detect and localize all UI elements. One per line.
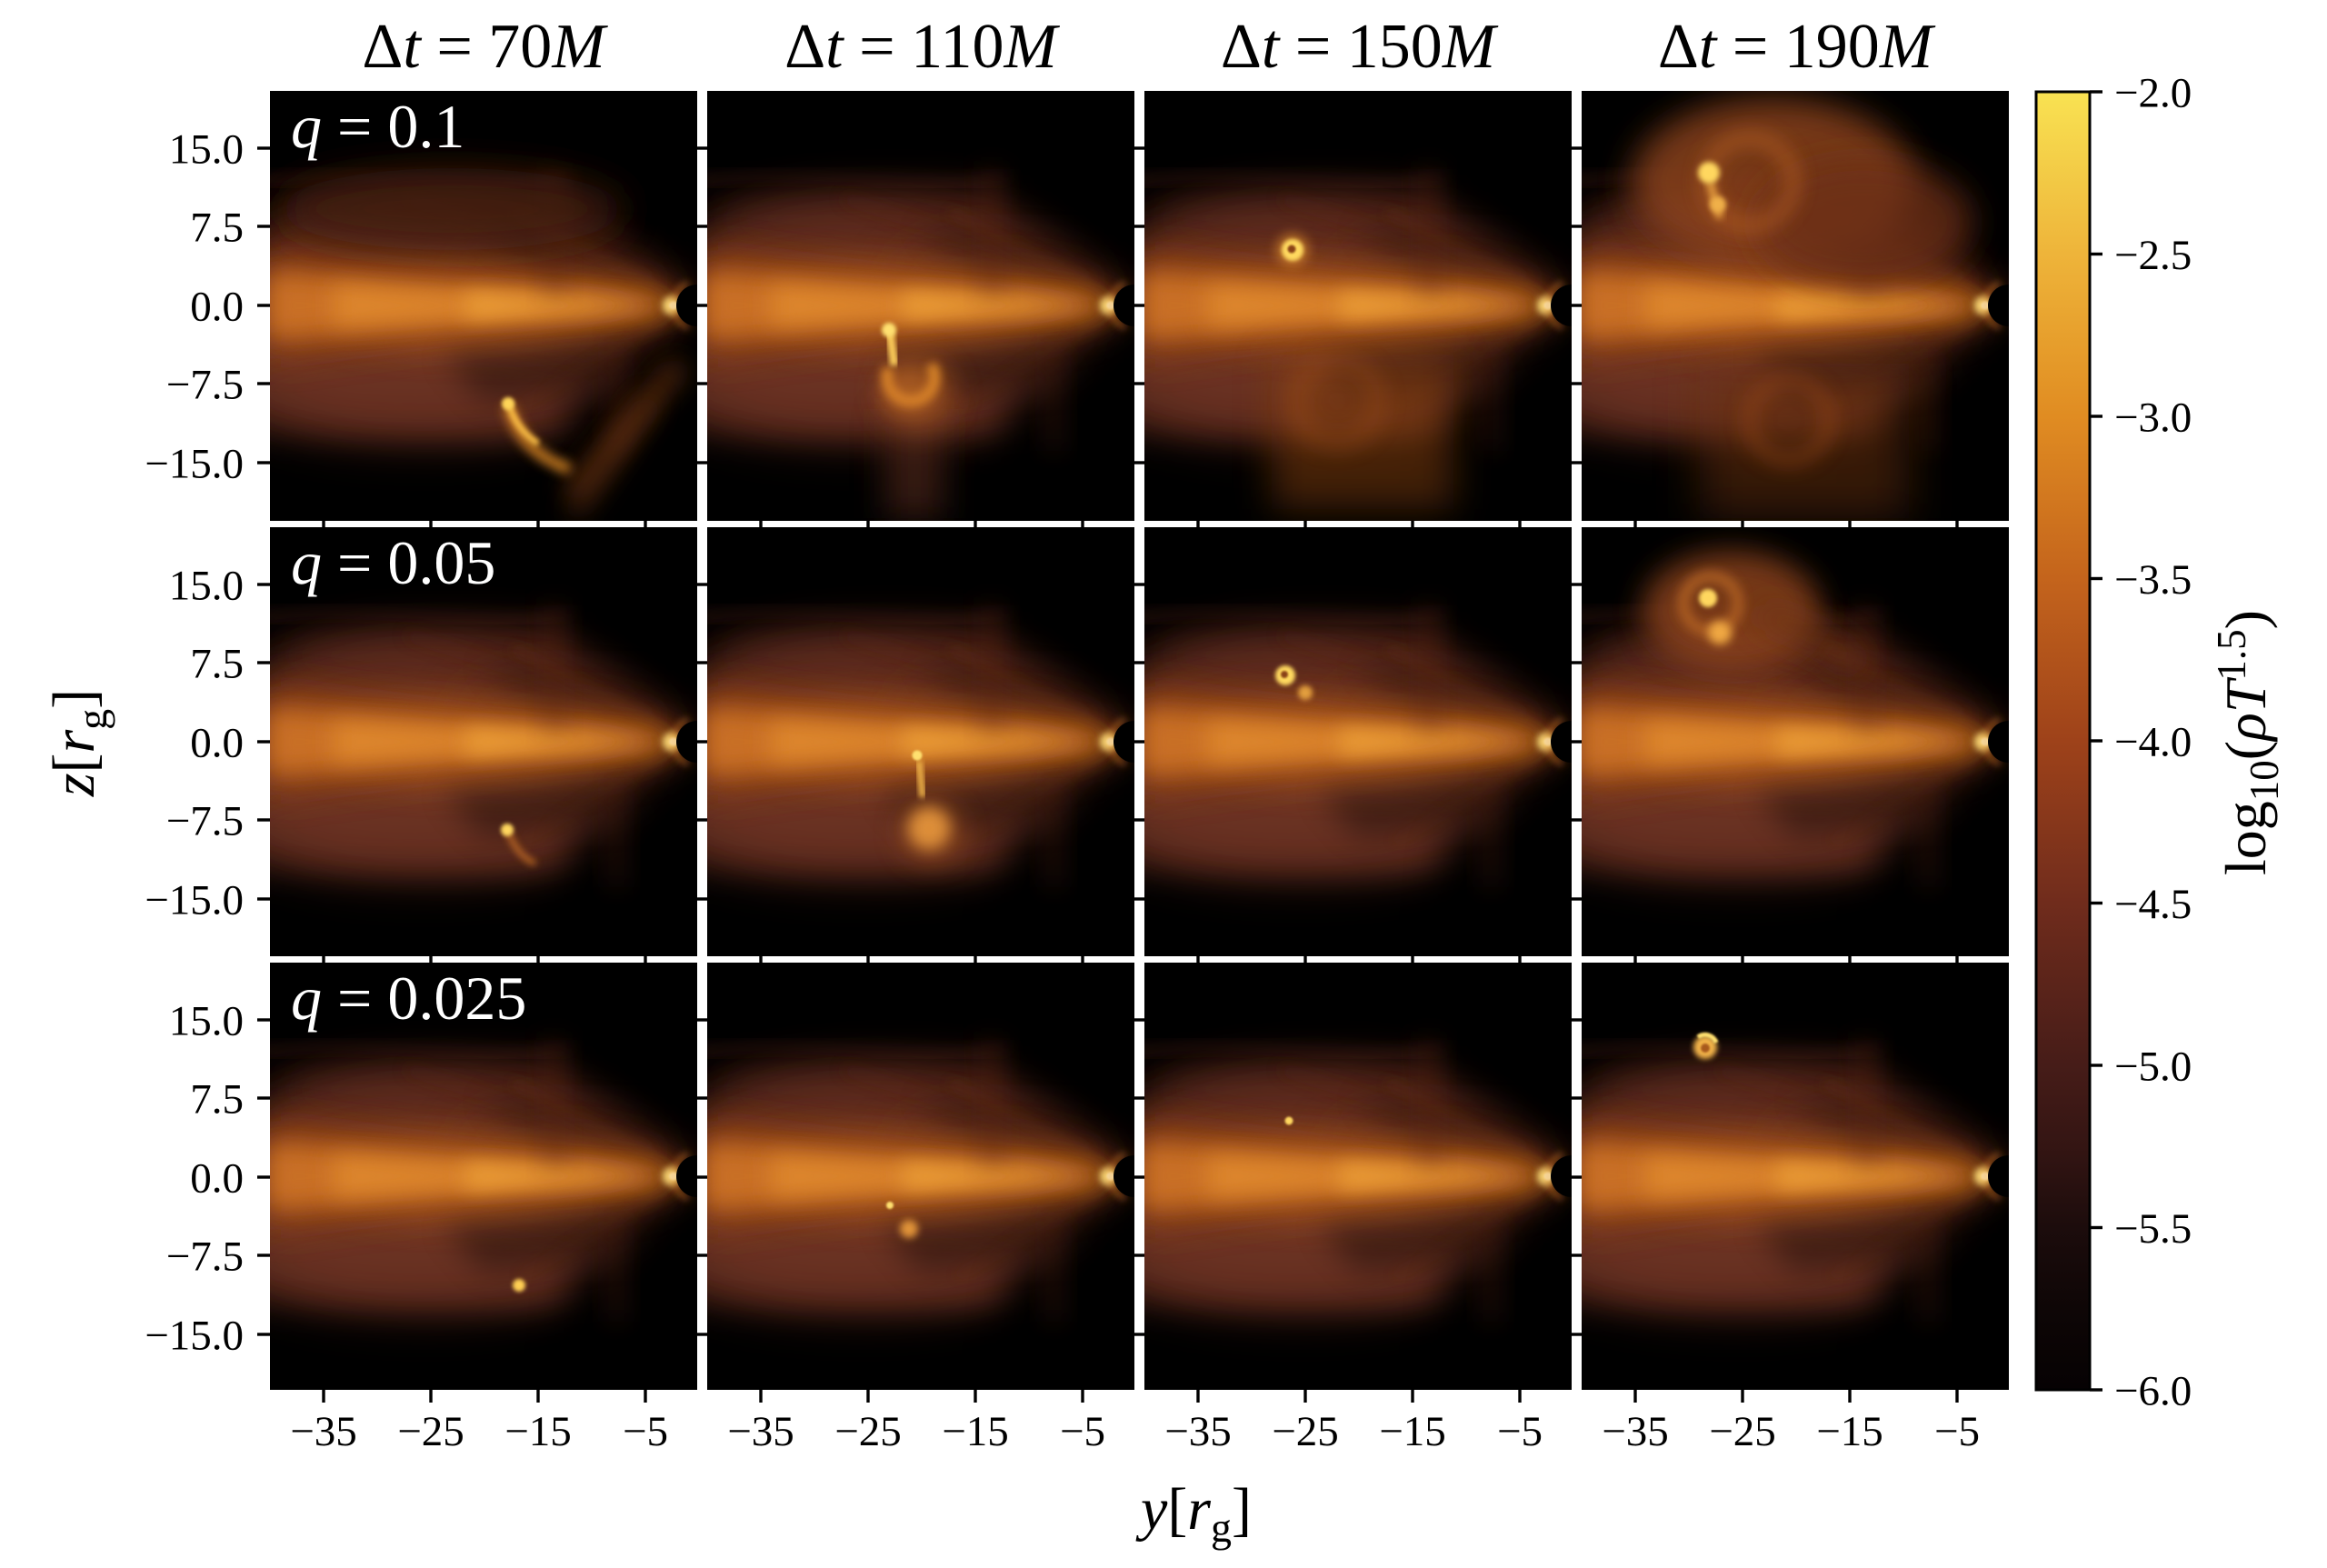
- svg-text:−25: −25: [1709, 1408, 1776, 1455]
- svg-text:0.0: 0.0: [190, 1155, 244, 1203]
- svg-text:−4.0: −4.0: [2114, 719, 2192, 766]
- svg-text:−15: −15: [1379, 1408, 1446, 1455]
- svg-text:7.5: 7.5: [190, 1076, 244, 1124]
- svg-text:−15: −15: [1816, 1408, 1883, 1455]
- svg-text:−35: −35: [290, 1408, 357, 1455]
- svg-text:7.5: 7.5: [190, 205, 244, 252]
- svg-text:−15.0: −15.0: [145, 877, 244, 924]
- svg-text:−5.5: −5.5: [2114, 1205, 2192, 1253]
- svg-text:−5.0: −5.0: [2114, 1044, 2192, 1091]
- svg-text:15.0: 15.0: [169, 563, 244, 610]
- svg-text:Δt = 110M: Δt = 110M: [784, 12, 1060, 82]
- svg-text:7.5: 7.5: [190, 641, 244, 688]
- svg-text:−35: −35: [727, 1408, 794, 1455]
- svg-text:−7.5: −7.5: [166, 1233, 244, 1281]
- svg-text:−25: −25: [397, 1408, 464, 1455]
- svg-text:Δt = 150M: Δt = 150M: [1221, 12, 1499, 82]
- svg-text:−3.0: −3.0: [2114, 394, 2192, 442]
- svg-text:−15: −15: [504, 1408, 572, 1455]
- svg-text:15.0: 15.0: [169, 998, 244, 1045]
- svg-text:−3.5: −3.5: [2114, 556, 2192, 604]
- svg-text:−6.0: −6.0: [2114, 1368, 2192, 1415]
- svg-text:q = 0.05: q = 0.05: [291, 528, 495, 597]
- svg-text:−15.0: −15.0: [145, 441, 244, 488]
- svg-text:−5: −5: [1497, 1408, 1543, 1455]
- svg-text:log10(ρT1.5): log10(ρT1.5): [2209, 610, 2287, 875]
- svg-text:−35: −35: [1164, 1408, 1232, 1455]
- svg-text:z[rg]: z[rg]: [41, 689, 115, 797]
- svg-text:−2.0: −2.0: [2114, 70, 2192, 117]
- svg-text:−2.5: −2.5: [2114, 232, 2192, 279]
- svg-text:−15.0: −15.0: [145, 1313, 244, 1360]
- svg-text:−4.5: −4.5: [2114, 881, 2192, 928]
- svg-text:−7.5: −7.5: [166, 798, 244, 845]
- svg-text:0.0: 0.0: [190, 284, 244, 331]
- svg-text:−25: −25: [1272, 1408, 1339, 1455]
- svg-text:15.0: 15.0: [169, 126, 244, 174]
- svg-text:−5: −5: [623, 1408, 668, 1455]
- svg-text:0.0: 0.0: [190, 720, 244, 767]
- svg-text:y[rg]: y[rg]: [1135, 1476, 1252, 1551]
- svg-text:q = 0.1: q = 0.1: [291, 92, 464, 161]
- svg-text:q = 0.025: q = 0.025: [291, 964, 526, 1033]
- svg-text:−35: −35: [1602, 1408, 1669, 1455]
- svg-text:−15: −15: [942, 1408, 1009, 1455]
- svg-text:−5: −5: [1934, 1408, 1980, 1455]
- svg-text:Δt = 190M: Δt = 190M: [1658, 12, 1936, 82]
- svg-text:−25: −25: [834, 1408, 902, 1455]
- svg-text:−5: −5: [1060, 1408, 1105, 1455]
- svg-text:−7.5: −7.5: [166, 362, 244, 409]
- svg-text:Δt = 70M: Δt = 70M: [362, 12, 608, 82]
